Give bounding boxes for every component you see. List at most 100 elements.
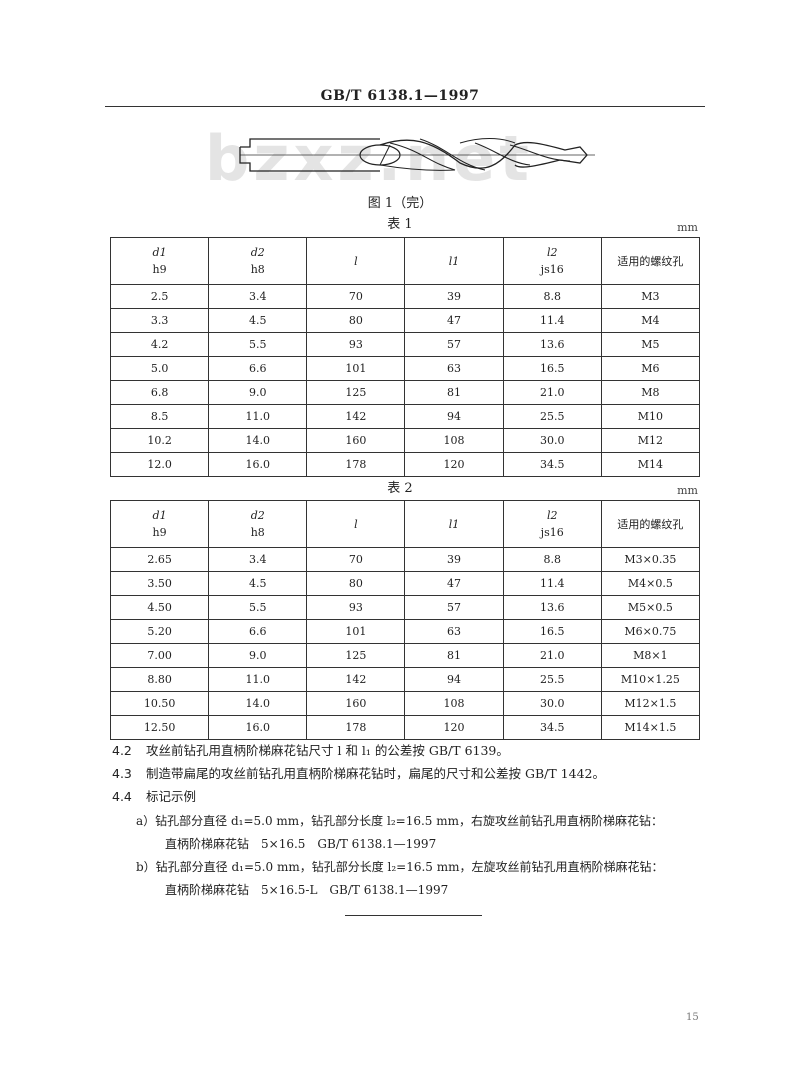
table-cell: M3×0.35	[600, 547, 701, 572]
table-cell: 3.4	[208, 547, 308, 572]
header-cell: d2 h8	[208, 237, 308, 285]
table-cell: 34.5	[502, 715, 602, 740]
table-cell: 142	[306, 404, 406, 429]
example-a: a）钻孔部分直径 d₁=5.0 mm，钻孔部分长度 l₂=16.5 mm，右旋攻…	[136, 814, 663, 828]
table-cell: 25.5	[502, 667, 602, 692]
table-cell: M4	[600, 308, 701, 333]
table-cell: 13.6	[502, 332, 602, 357]
header-symbol: l1	[448, 517, 460, 531]
table-cell: 5.0	[109, 356, 210, 381]
section-4-3: 4.3 制造带扁尾的攻丝前钻孔用直柄阶梯麻花钻时，扁尾的尺寸和公差按 GB/T 1…	[112, 766, 605, 782]
header-tolerance: h8	[250, 526, 265, 539]
header-tolerance: h9	[152, 526, 167, 539]
header-symbol: l1	[448, 254, 460, 268]
table1-unit: mm	[677, 221, 698, 234]
table-cell: 93	[306, 595, 406, 620]
table-cell: 94	[404, 404, 504, 429]
table-cell: 14.0	[208, 691, 308, 716]
table-row: 7.00 9.0 125 81 21.0 M8×1	[109, 643, 701, 668]
table-cell: 160	[306, 691, 406, 716]
table-row: 8.80 11.0 142 94 25.5 M10×1.25	[109, 667, 701, 692]
table-cell: 94	[404, 667, 504, 692]
header-symbol: 适用的螺纹孔	[617, 517, 684, 531]
header-cell: d1 h9	[109, 500, 210, 548]
table-cell: M5×0.5	[600, 595, 701, 620]
section-4-2: 4.2 攻丝前钻孔用直柄阶梯麻花钻尺寸 l 和 l₁ 的公差按 GB/T 6139…	[112, 743, 509, 759]
table1-title: 表 1	[387, 217, 413, 232]
table-cell: 10.50	[109, 691, 210, 716]
table-cell: 16.0	[208, 715, 308, 740]
table-cell: 70	[306, 284, 406, 309]
header-cell: l1	[404, 237, 504, 285]
example-b: b）钻孔部分直径 d₁=5.0 mm，钻孔部分长度 l₂=16.5 mm，左旋攻…	[136, 860, 664, 874]
table-cell: 57	[404, 332, 504, 357]
watermark-logo: bzxz.net	[205, 128, 533, 190]
table-cell: M12	[600, 428, 701, 453]
table-cell: 93	[306, 332, 406, 357]
header-symbol: l2	[546, 509, 558, 522]
table-row: 8.5 11.0 142 94 25.5 M10	[109, 404, 701, 429]
figure-caption: 图 1（完）	[367, 196, 433, 211]
table-row: 4.2 5.5 93 57 13.6 M5	[109, 332, 701, 357]
table-cell: 178	[306, 452, 406, 477]
table-cell: 16.5	[502, 619, 602, 644]
table-cell: 5.20	[109, 619, 210, 644]
table-cell: 80	[306, 571, 406, 596]
table-header-row: d1 h9 d2 h8 l l1 l2 js16 适用的螺纹孔	[109, 237, 701, 285]
standard-header: GB/T 6138.1—1997	[320, 88, 480, 104]
header-tolerance: js16	[540, 263, 564, 276]
header-cell: d1 h9	[109, 237, 210, 285]
table-row: 2.65 3.4 70 39 8.8 M3×0.35	[109, 547, 701, 572]
table-cell: 11.4	[502, 308, 602, 333]
table-cell: 4.5	[208, 308, 308, 333]
table-cell: 101	[306, 619, 406, 644]
table-row: 12.0 16.0 178 120 34.5 M14	[109, 452, 701, 477]
header-cell: d2 h8	[208, 500, 308, 548]
table-cell: 70	[306, 547, 406, 572]
page-number: 15	[686, 1012, 699, 1023]
example-b-mark: 直柄阶梯麻花钻 5×16.5-L GB/T 6138.1—1997	[165, 883, 449, 897]
table-cell: 4.5	[208, 571, 308, 596]
table-cell: 142	[306, 667, 406, 692]
header-symbol: d2	[250, 509, 265, 522]
section-number: 4.4	[112, 789, 132, 804]
table-cell: 25.5	[502, 404, 602, 429]
header-cell: l2 js16	[502, 237, 602, 285]
table-cell: M4×0.5	[600, 571, 701, 596]
table-cell: M14×1.5	[600, 715, 701, 740]
table-cell: 5.5	[208, 332, 308, 357]
table-cell: 101	[306, 356, 406, 381]
table-cell: M10×1.25	[600, 667, 701, 692]
header-symbol: l	[354, 517, 358, 531]
table2-title: 表 2	[387, 481, 413, 496]
table-cell: 108	[404, 428, 504, 453]
table-cell: 6.6	[208, 356, 308, 381]
table-cell: 30.0	[502, 428, 602, 453]
header-symbol: l2	[546, 246, 558, 259]
table-cell: 125	[306, 380, 406, 405]
header-tolerance: js16	[540, 526, 564, 539]
table-cell: 11.0	[208, 404, 308, 429]
table-cell: M6×0.75	[600, 619, 701, 644]
table-cell: 30.0	[502, 691, 602, 716]
table-cell: 14.0	[208, 428, 308, 453]
header-cell: 适用的螺纹孔	[600, 500, 701, 548]
table-cell: 39	[404, 547, 504, 572]
header-cell: 适用的螺纹孔	[600, 237, 701, 285]
table-cell: 63	[404, 619, 504, 644]
table-cell: 39	[404, 284, 504, 309]
table-cell: 120	[404, 715, 504, 740]
header-cell: l	[306, 237, 406, 285]
table-cell: 21.0	[502, 380, 602, 405]
table-row: 4.50 5.5 93 57 13.6 M5×0.5	[109, 595, 701, 620]
header-cell: l2 js16	[502, 500, 602, 548]
table-cell: 160	[306, 428, 406, 453]
section-4-4: 4.4 标记示例	[112, 789, 196, 805]
table-cell: M10	[600, 404, 701, 429]
table-cell: 16.5	[502, 356, 602, 381]
section-text: 制造带扁尾的攻丝前钻孔用直柄阶梯麻花钻时，扁尾的尺寸和公差按 GB/T 1442…	[146, 766, 605, 781]
table-cell: 34.5	[502, 452, 602, 477]
table-cell: 6.6	[208, 619, 308, 644]
header-symbol: d2	[250, 246, 265, 259]
table-cell: 47	[404, 571, 504, 596]
